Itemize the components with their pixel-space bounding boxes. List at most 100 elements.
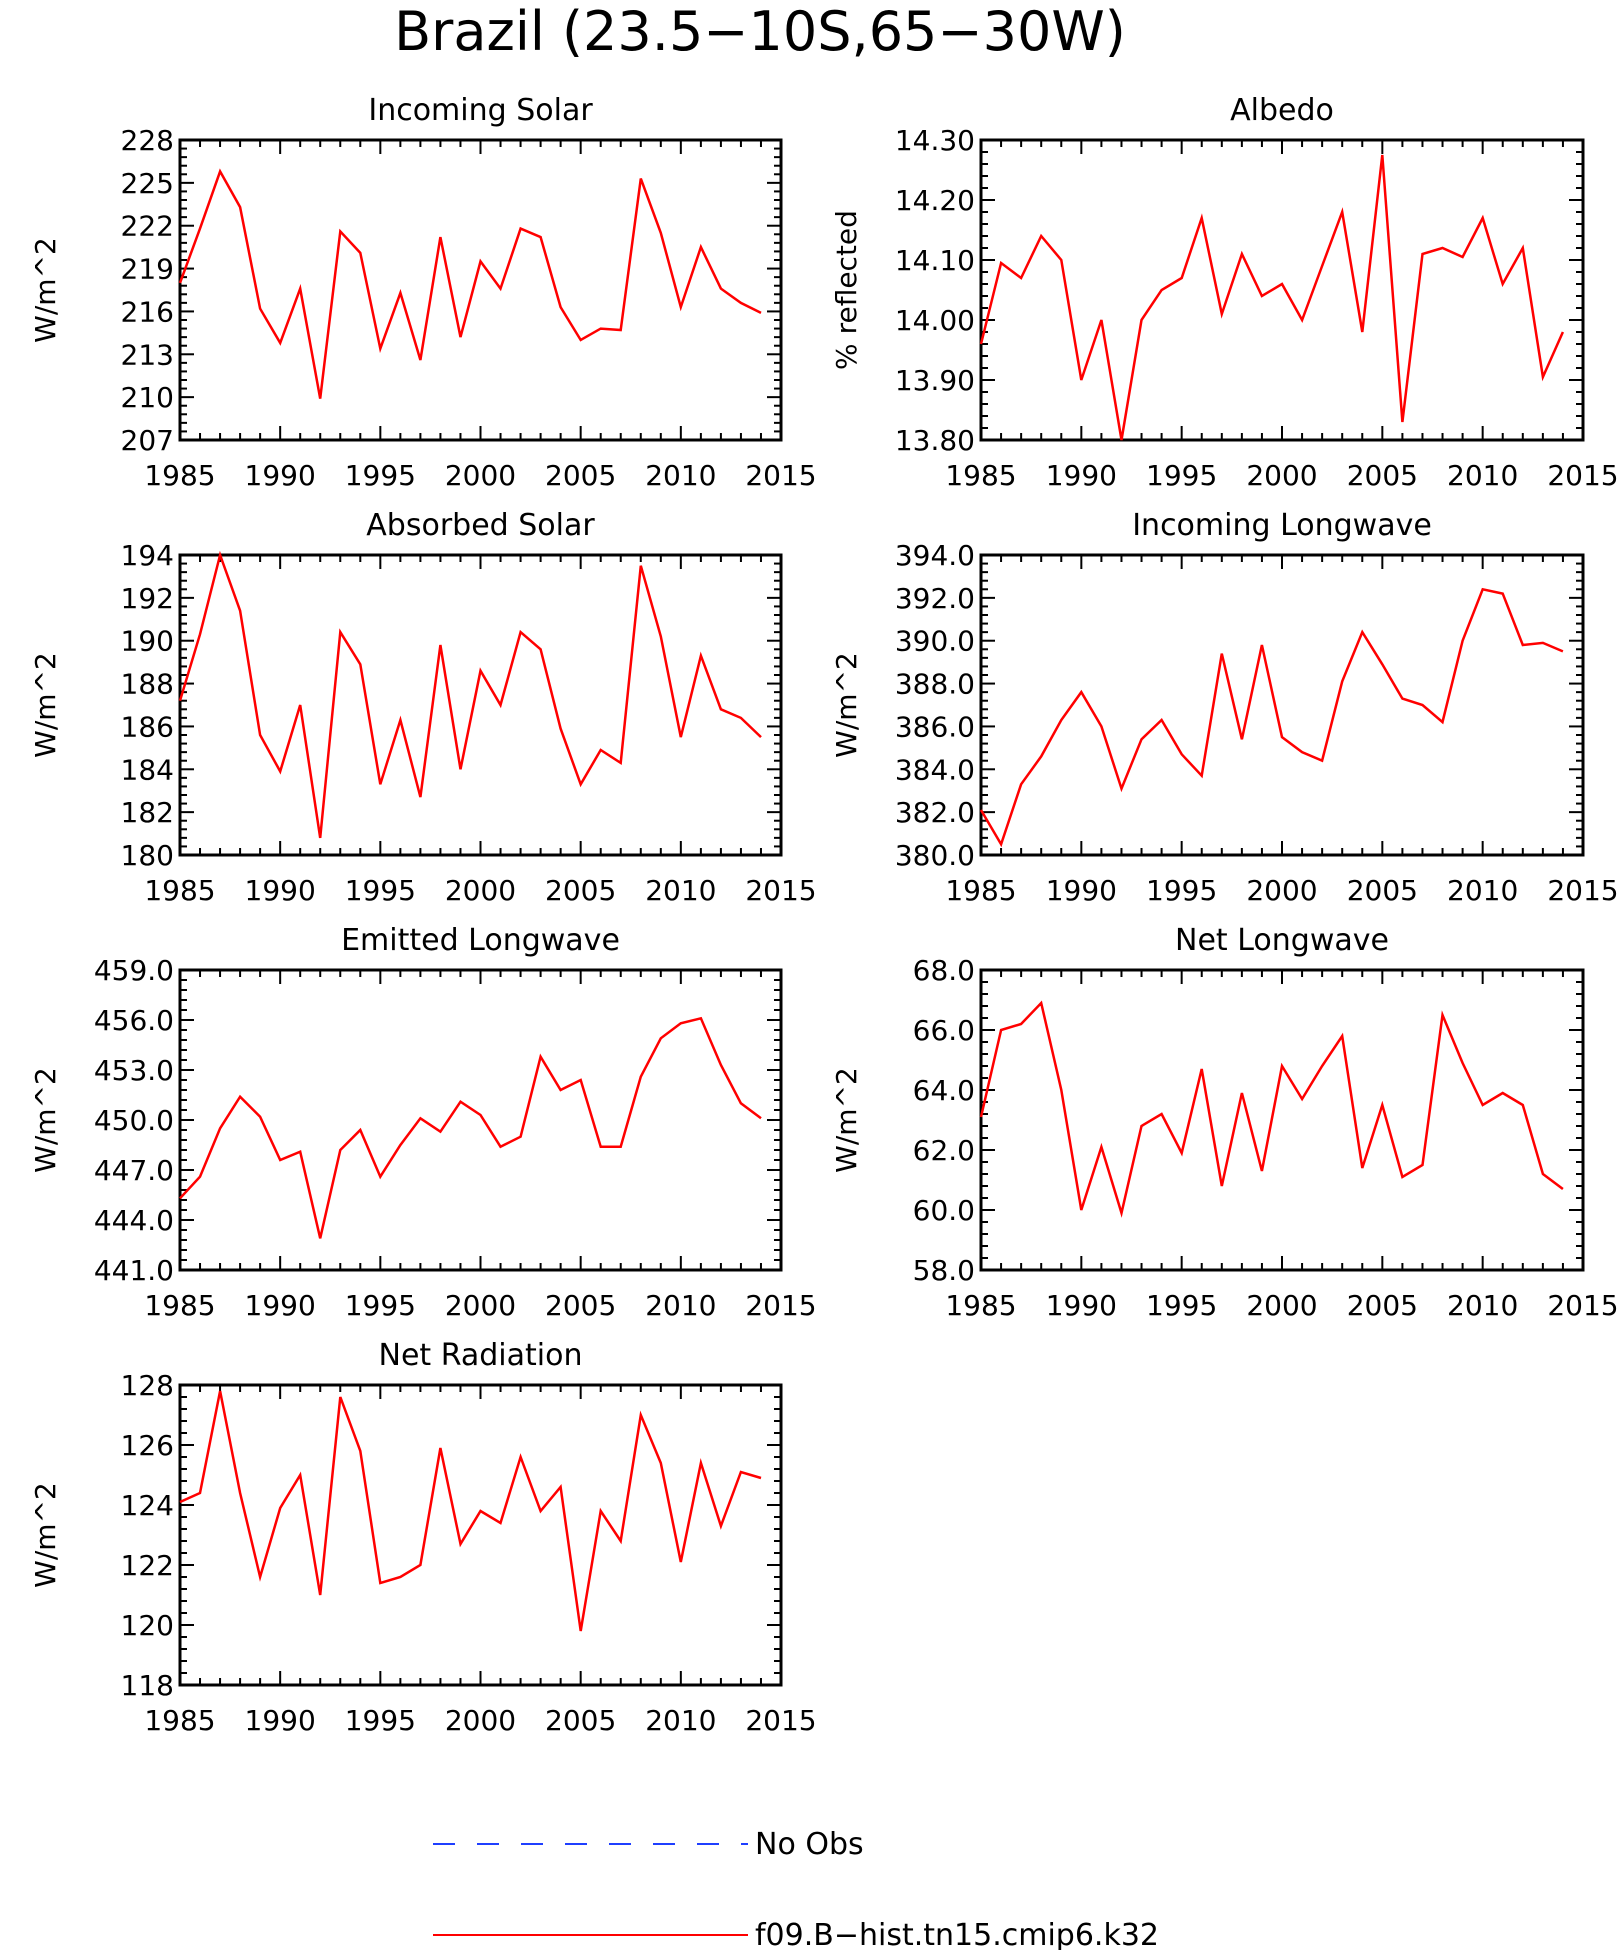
x-tick-label: 1990 [245,874,316,907]
y-tick-label: 66.0 [913,1014,975,1047]
panel-incoming-solar: 1985 1990 1995 2000 2005 2010 2015 207 210 213 216… [29,93,817,492]
y-tick-label: 14.30 [895,124,975,157]
plot-frame-incoming-solar [178,138,783,442]
panel-albedo: 1985 1990 1995 2000 2005 2010 2015 13.80 13.90 14… [830,93,1619,492]
x-tick-label: 1990 [245,1704,316,1737]
y-tick-label: 180 [121,839,174,872]
series-line-albedo [979,154,1565,441]
y-tick-label: 380.0 [895,839,975,872]
x-tick-label: 1995 [1146,874,1217,907]
y-tick-label: 184 [121,753,174,786]
y-tick-label: 222 [121,210,174,243]
x-tick-label: 1985 [945,874,1016,907]
panel-incoming-longwave: 1985 1990 1995 2000 2005 2010 2015 380.0 382.0 38… [830,508,1619,907]
y-tick-label: 386.0 [895,710,975,743]
y-tick-label: 14.10 [895,244,975,277]
y-tick-label: 390.0 [895,625,975,658]
plot-frame-albedo [979,138,1585,442]
x-tick-label: 2015 [745,874,816,907]
y-axis-label-net-longwave: W/m^2 [830,1067,863,1173]
y-tick-label: 219 [121,253,174,286]
y-tick-label: 192 [121,582,174,615]
y-tick-label: 384.0 [895,753,975,786]
y-tick-label: 14.00 [895,304,975,337]
x-tick-label: 2005 [545,459,616,492]
y-tick-label: 207 [121,424,174,457]
y-tick-label: 182 [121,796,174,829]
x-tick-label: 2005 [1347,459,1418,492]
y-tick-label: 13.90 [895,364,975,397]
x-tick-label: 2015 [1547,1289,1618,1322]
legend: No Obs f09.B−hist.tn15.cmip6.k32 [433,1827,1159,1950]
x-tick-label: 2010 [645,1289,716,1322]
x-tick-label: 1985 [144,459,215,492]
x-tick-label: 1995 [345,874,416,907]
y-axis-label-albedo: % reflected [830,210,863,370]
panel-title-emitted-longwave: Emitted Longwave [341,923,620,958]
x-tick-label: 1995 [1146,1289,1217,1322]
x-tick-label: 1990 [245,459,316,492]
x-tick-label: 2000 [1246,1289,1317,1322]
x-tick-label: 2015 [1547,459,1618,492]
series-line-incoming-longwave [979,587,1564,848]
y-tick-label: 213 [121,338,174,371]
y-axis-label-incoming-longwave: W/m^2 [830,652,863,758]
x-tick-label: 1985 [945,1289,1016,1322]
figure-title: Brazil (23.5−10S,65−30W) [394,0,1126,63]
x-tick-label: 2010 [1447,874,1518,907]
x-tick-label: 2010 [645,1704,716,1737]
y-tick-label: 60.0 [913,1194,975,1227]
y-tick-label: 459.0 [94,954,174,987]
x-tick-label: 1995 [1146,459,1217,492]
x-tick-label: 1995 [345,459,416,492]
y-tick-label: 456.0 [94,1004,174,1037]
panels: 1985 1990 1995 2000 2005 2010 2015 207 210 213 216… [29,93,1619,1737]
y-tick-label: 124 [121,1489,174,1522]
y-tick-label: 122 [121,1549,174,1582]
panel-title-net-radiation: Net Radiation [379,1338,583,1373]
y-tick-label: 14.20 [895,184,975,217]
y-tick-label: 126 [121,1429,174,1462]
x-tick-label: 2015 [745,459,816,492]
x-tick-label: 2010 [645,459,716,492]
series-line-net-longwave [979,1000,1564,1218]
panel-net-radiation: 1985 1990 1995 2000 2005 2010 2015 118 120 122 124… [29,1338,817,1737]
y-tick-label: 58.0 [913,1254,975,1287]
x-tick-label: 2000 [445,1704,516,1737]
x-tick-label: 1995 [345,1289,416,1322]
legend-label-model: f09.B−hist.tn15.cmip6.k32 [755,1918,1159,1950]
x-tick-label: 2010 [645,874,716,907]
panel-emitted-longwave: 1985 1990 1995 2000 2005 2010 2015 441.0 444.0 44… [29,923,817,1322]
x-tick-label: 2005 [1347,874,1418,907]
series-line-emitted-longwave [179,1016,762,1239]
y-tick-label: 13.80 [895,424,975,457]
panel-title-absorbed-solar: Absorbed Solar [366,508,595,543]
y-tick-label: 444.0 [94,1204,174,1237]
x-tick-label: 1990 [1046,459,1117,492]
x-tick-label: 1985 [144,1289,215,1322]
y-tick-label: 453.0 [94,1054,174,1087]
y-tick-label: 128 [121,1369,174,1402]
x-tick-label: 2005 [545,1289,616,1322]
y-tick-label: 62.0 [913,1134,975,1167]
y-axis-label-net-radiation: W/m^2 [29,1482,62,1588]
y-tick-label: 64.0 [913,1074,975,1107]
x-tick-label: 2005 [545,1704,616,1737]
y-tick-label: 120 [121,1609,174,1642]
panel-title-net-longwave: Net Longwave [1175,923,1389,958]
y-tick-label: 441.0 [94,1254,174,1287]
y-tick-label: 188 [121,668,174,701]
y-tick-label: 228 [121,124,174,157]
y-tick-label: 216 [121,295,174,328]
panel-net-longwave: 1985 1990 1995 2000 2005 2010 2015 58.0 60.0 62.0… [830,923,1619,1322]
series-line-incoming-solar [178,168,762,399]
plot-frame-absorbed-solar [178,553,783,857]
x-tick-label: 2000 [445,1289,516,1322]
x-tick-label: 1985 [144,1704,215,1737]
x-tick-label: 2010 [1447,1289,1518,1322]
y-tick-label: 118 [121,1669,174,1702]
y-axis-label-absorbed-solar: W/m^2 [29,652,62,758]
y-tick-label: 194 [121,539,174,572]
x-tick-label: 2015 [745,1704,816,1737]
y-tick-label: 225 [121,167,174,200]
